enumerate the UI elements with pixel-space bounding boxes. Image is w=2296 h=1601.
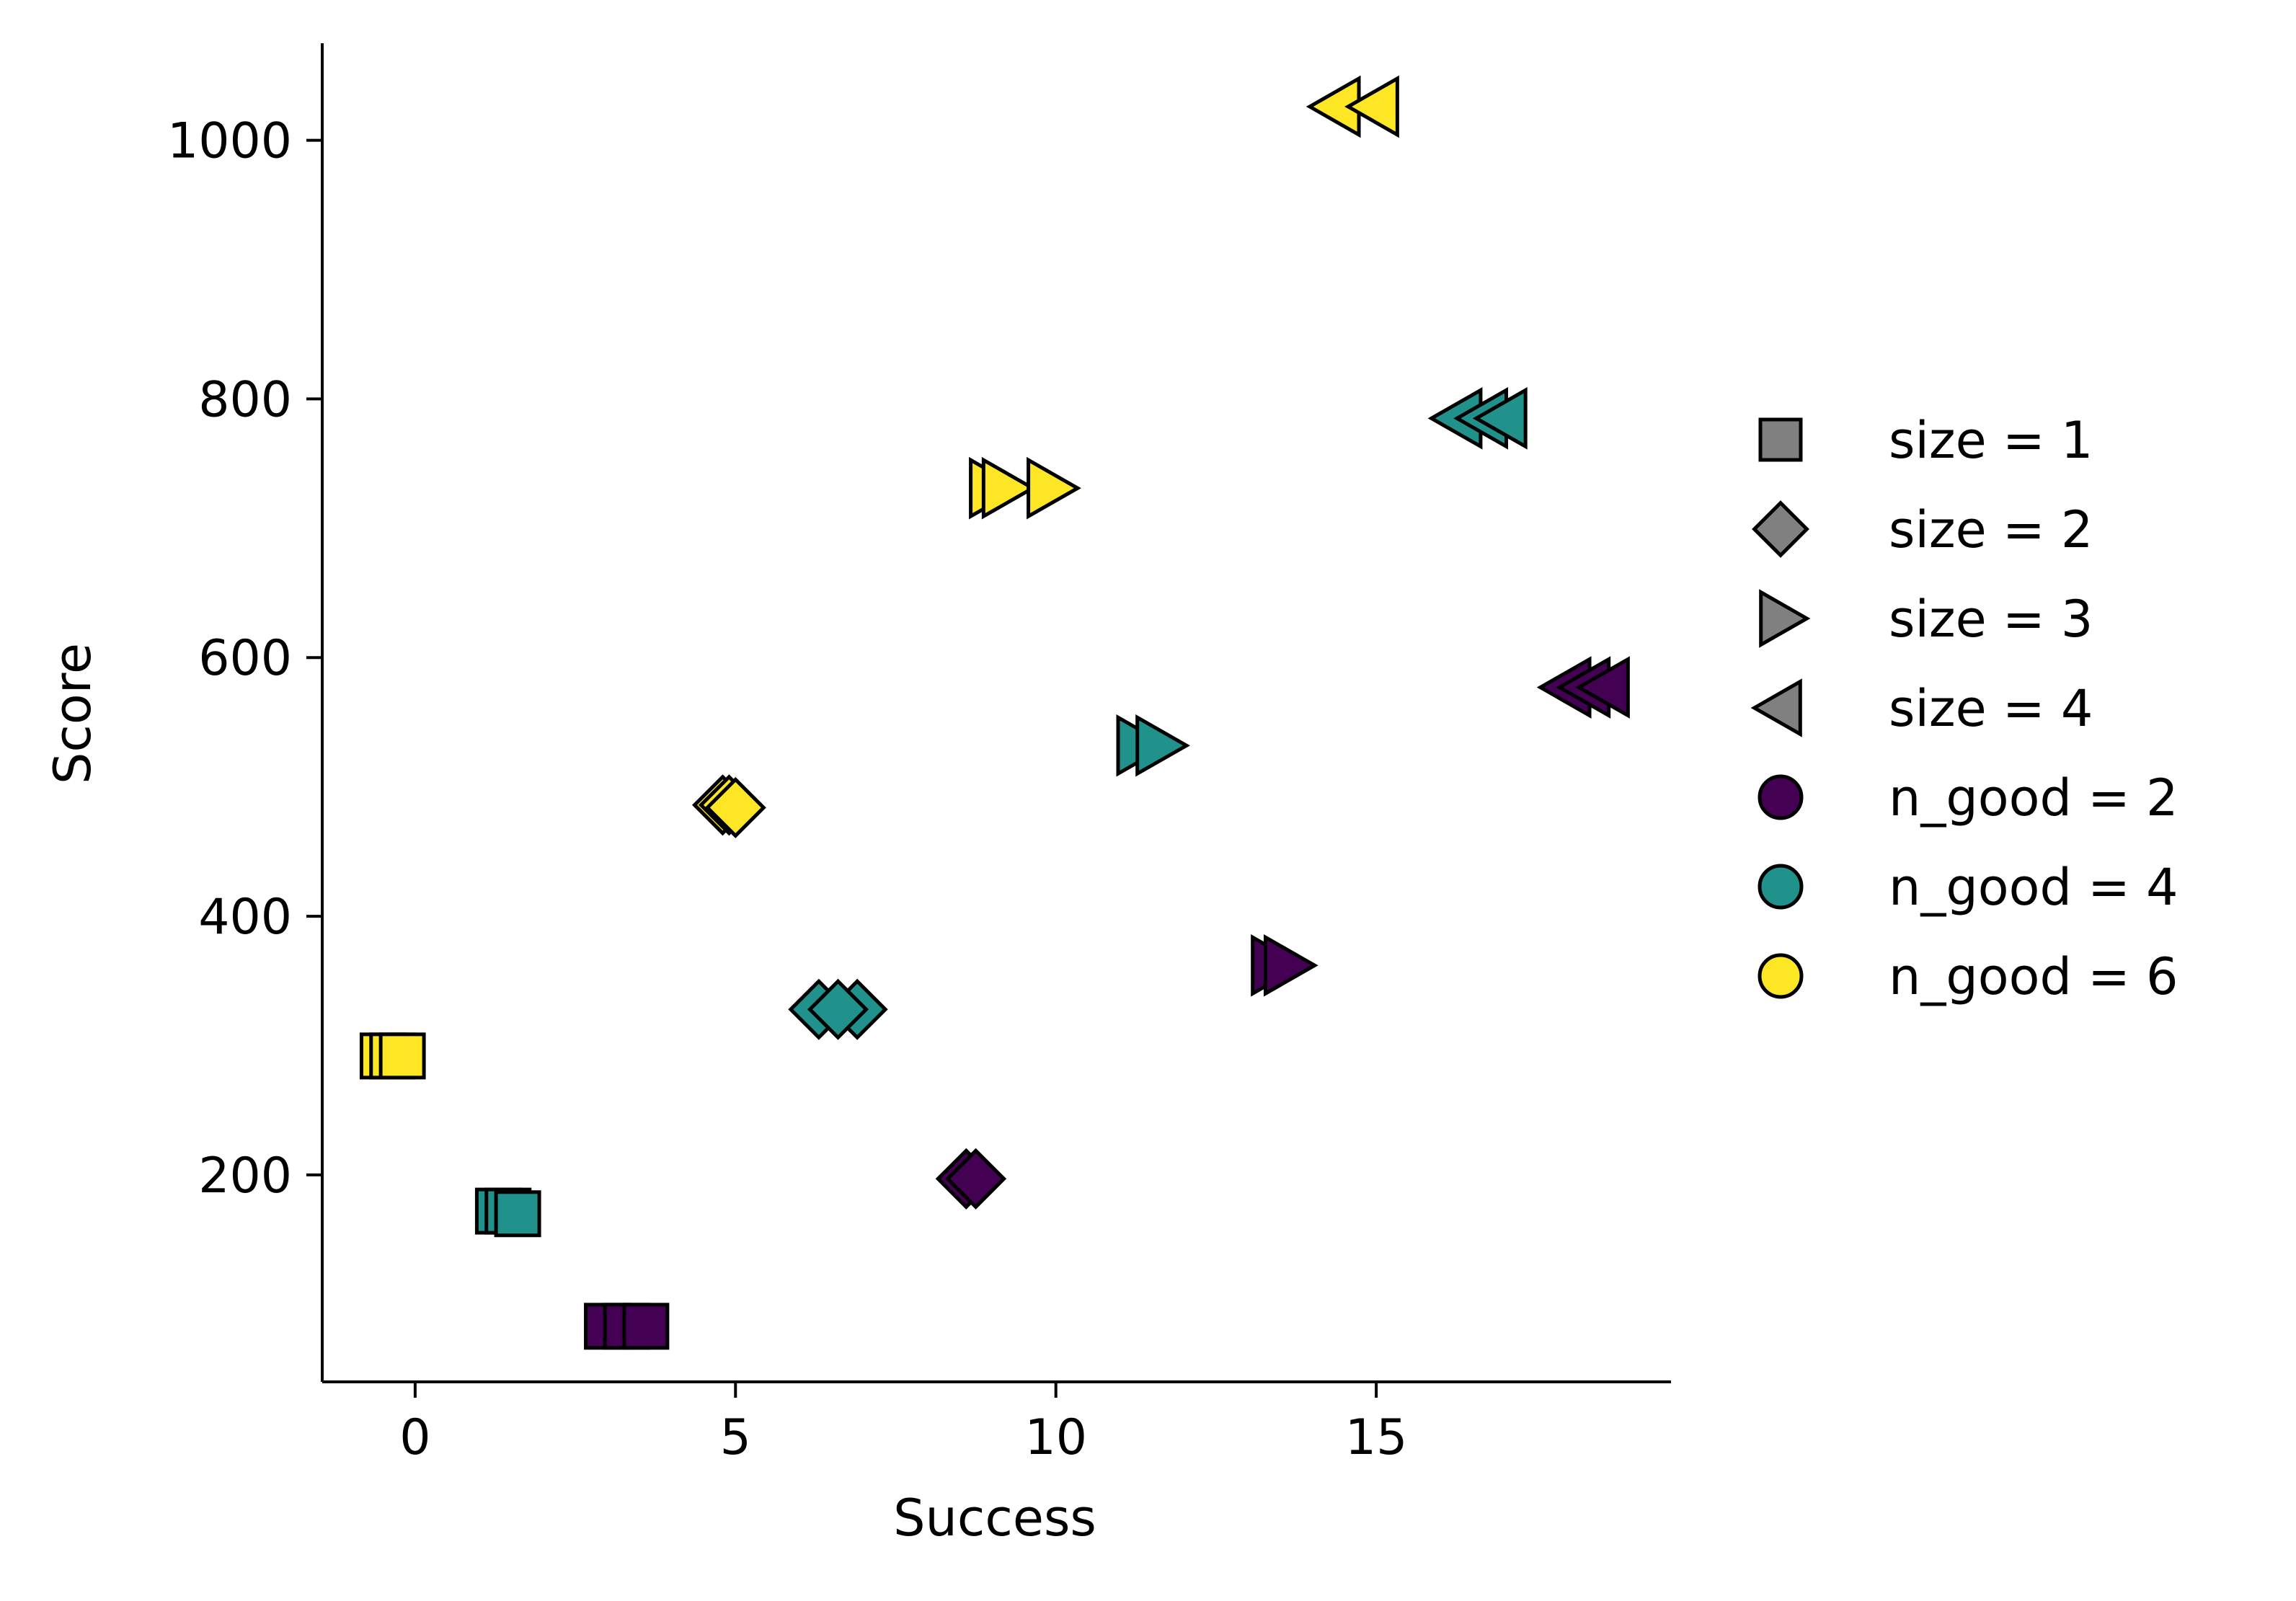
data-point-diamond bbox=[704, 776, 766, 838]
legend-marker-circle bbox=[1758, 774, 1804, 820]
y-axis-label: Score bbox=[43, 643, 102, 784]
x-axis-ticks: 0 5 10 15 bbox=[399, 1382, 1407, 1466]
y-axis-ticks: 200 400 600 800 1000 bbox=[167, 113, 322, 1205]
legend-entry-label: n_good = 6 bbox=[1889, 947, 2178, 1006]
data-point-square bbox=[378, 1032, 426, 1080]
legend-marker-circle bbox=[1758, 953, 1804, 999]
legend-entry-label: size = 4 bbox=[1889, 679, 2093, 738]
legend-marker-diamond bbox=[1752, 500, 1809, 558]
legend-entry-label: size = 3 bbox=[1889, 590, 2093, 649]
y-tick-label: 400 bbox=[198, 889, 292, 946]
data-point-triangle-right bbox=[1263, 933, 1318, 997]
plot-area bbox=[321, 43, 1671, 1383]
data-point-triangle-left bbox=[1575, 656, 1630, 719]
x-tick-label: 15 bbox=[1345, 1409, 1408, 1466]
data-point-square bbox=[622, 1303, 670, 1350]
x-tick-label: 5 bbox=[720, 1409, 751, 1466]
legend-marker-square bbox=[1758, 417, 1803, 462]
y-tick-label: 200 bbox=[198, 1148, 292, 1205]
y-tick-label: 1000 bbox=[167, 113, 292, 170]
data-point-diamond bbox=[807, 978, 869, 1040]
legend: size = 1 size = 2 size = 3 size = 4 n_good =… bbox=[1750, 411, 2178, 1006]
y-tick-label: 800 bbox=[198, 371, 292, 428]
data-points bbox=[359, 75, 1630, 1350]
y-tick-label: 600 bbox=[198, 630, 292, 687]
x-axis-label: Success bbox=[893, 1489, 1096, 1548]
data-point-triangle-left bbox=[1472, 387, 1528, 450]
data-point-triangle-right bbox=[981, 456, 1037, 520]
legend-entry-label: size = 2 bbox=[1889, 500, 2093, 559]
data-point-triangle-right bbox=[1027, 456, 1081, 520]
data-point-triangle-right bbox=[1135, 714, 1190, 777]
data-point-square bbox=[494, 1190, 541, 1238]
legend-entry-label: size = 1 bbox=[1889, 411, 2093, 470]
legend-marker-triangle-right bbox=[1759, 589, 1811, 648]
legend-marker-triangle-left bbox=[1750, 678, 1802, 737]
x-tick-label: 0 bbox=[399, 1409, 430, 1466]
data-point-diamond bbox=[945, 1148, 1007, 1210]
x-tick-label: 10 bbox=[1024, 1409, 1087, 1466]
legend-entry-label: n_good = 2 bbox=[1889, 768, 2178, 828]
legend-marker-circle bbox=[1758, 864, 1804, 910]
legend-entry-label: n_good = 4 bbox=[1889, 858, 2178, 917]
data-point-triangle-left bbox=[1344, 75, 1399, 138]
